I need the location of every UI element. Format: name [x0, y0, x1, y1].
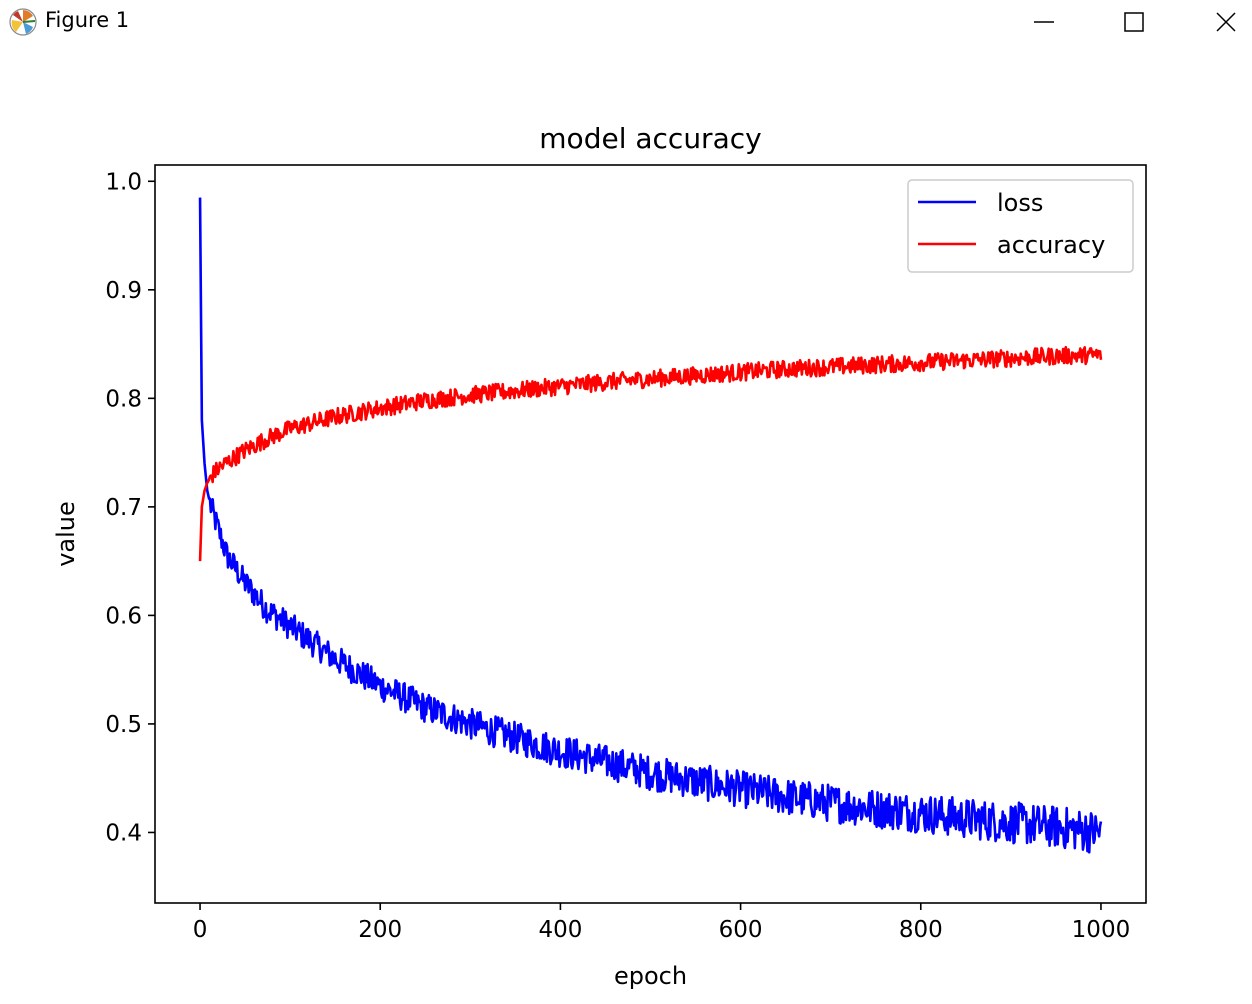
axes-frame [154, 164, 1147, 904]
maximize-icon [1124, 12, 1144, 32]
y-axis-label: value [52, 501, 80, 567]
matplotlib-icon [9, 8, 37, 36]
close-icon [1216, 12, 1236, 32]
axes-background [155, 165, 1146, 903]
plot-area [155, 165, 1146, 903]
x-tick-label: 0 [193, 917, 208, 943]
legend: loss accuracy [907, 179, 1134, 273]
close-button[interactable] [1196, 0, 1252, 44]
window-titlebar: Figure 1 [0, 0, 1252, 44]
x-tick-label: 400 [538, 917, 582, 943]
figure-canvas: model accuracy 0 200 400 600 800 1000 0.4 0.5 0.… [0, 44, 1252, 1004]
maximize-button[interactable] [1104, 0, 1164, 44]
x-tick-label: 1000 [1072, 917, 1131, 943]
minimize-button[interactable] [1014, 0, 1074, 44]
y-tick-label: 0.6 [105, 603, 142, 629]
line-chart: model accuracy 0 200 400 600 800 1000 0.4 0.5 0.… [52, 122, 1147, 990]
y-tick-label: 0.5 [105, 712, 142, 738]
legend-label-loss: loss [997, 189, 1043, 217]
y-tick-label: 0.9 [105, 278, 142, 304]
window-title: Figure 1 [45, 8, 130, 32]
minimize-icon [1034, 21, 1054, 23]
x-tick-label: 800 [899, 917, 943, 943]
y-tick-label: 0.4 [105, 820, 142, 846]
series-layer [198, 197, 1103, 854]
y-tick-label: 1.0 [105, 169, 142, 195]
x-tick-label: 600 [719, 917, 763, 943]
y-tick-label: 0.7 [105, 495, 142, 521]
legend-label-accuracy: accuracy [997, 231, 1105, 259]
x-axis-label: epoch [614, 962, 687, 990]
chart-title: model accuracy [539, 122, 761, 155]
ticks-layer: 0 200 400 600 800 1000 0.4 0.5 0.6 0.7 0.8 0.9 1.0 [105, 169, 1130, 943]
axes-spines [154, 164, 1147, 904]
series-line-loss [198, 197, 1103, 854]
x-tick-label: 200 [358, 917, 402, 943]
series-line-accuracy [198, 345, 1103, 562]
y-tick-label: 0.8 [105, 386, 142, 412]
